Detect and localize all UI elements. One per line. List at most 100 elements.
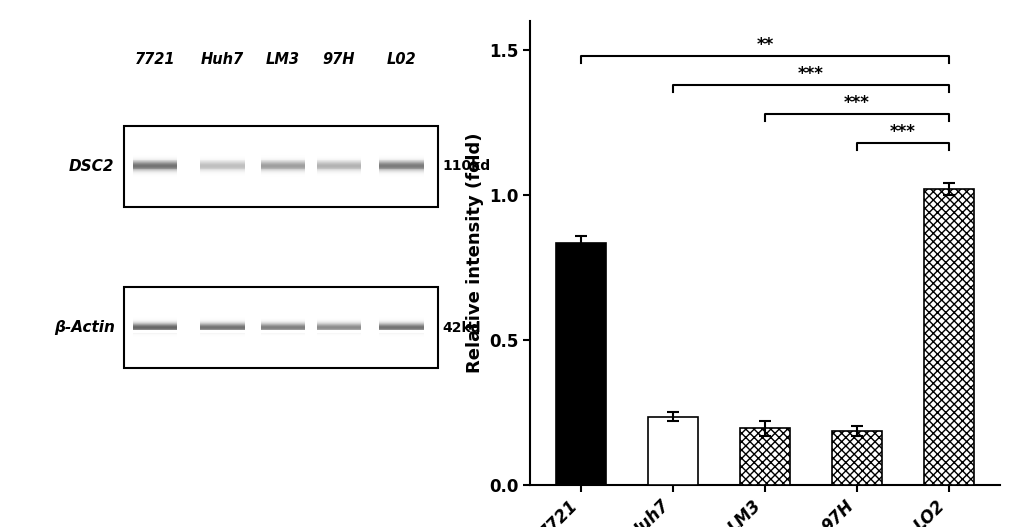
Bar [200, 331, 245, 333]
Text: 7721: 7721 [135, 52, 175, 67]
Bar [260, 165, 305, 166]
Bar [132, 163, 177, 164]
Y-axis label: Relative intensity (fold): Relative intensity (fold) [466, 133, 483, 373]
Bar [316, 162, 361, 163]
Bar [379, 317, 424, 318]
Bar [379, 318, 424, 319]
Bar [200, 325, 245, 326]
Bar [132, 318, 177, 319]
Bar [132, 153, 177, 154]
Bar [200, 170, 245, 171]
Bar [260, 329, 305, 330]
Bar [200, 152, 245, 153]
Bar [379, 324, 424, 325]
Bar [316, 170, 361, 171]
Bar [379, 153, 424, 154]
Bar [200, 159, 245, 160]
Bar [132, 337, 177, 338]
Bar [316, 165, 361, 166]
Bar [379, 155, 424, 156]
Bar [132, 159, 177, 160]
Bar [379, 173, 424, 174]
Bar [260, 330, 305, 331]
Bar [316, 325, 361, 326]
Bar [132, 174, 177, 175]
Bar [200, 336, 245, 337]
Bar [200, 163, 245, 164]
Bar [132, 338, 177, 339]
Bar [200, 167, 245, 168]
Bar [200, 321, 245, 323]
Bar [555, 243, 605, 485]
Bar [132, 334, 177, 335]
Bar [316, 330, 361, 331]
Bar [316, 326, 361, 327]
Bar [379, 325, 424, 326]
Bar [200, 329, 245, 330]
Bar [260, 166, 305, 167]
Bar [260, 164, 305, 165]
Bar [132, 315, 177, 316]
Bar [379, 164, 424, 165]
Bar [132, 167, 177, 168]
Bar [260, 154, 305, 155]
Bar [132, 170, 177, 171]
Bar [132, 155, 177, 156]
Bar [200, 337, 245, 338]
Bar [316, 331, 361, 333]
Bar [200, 324, 245, 325]
Bar [200, 318, 245, 319]
Bar [260, 160, 305, 161]
Bar [316, 316, 361, 317]
Bar [260, 331, 305, 333]
Bar [132, 316, 177, 317]
Bar [260, 174, 305, 175]
Text: β-Actin: β-Actin [54, 320, 114, 335]
Bar [316, 333, 361, 334]
Text: 110kd: 110kd [442, 159, 490, 173]
Bar [923, 189, 973, 485]
Bar [132, 157, 177, 158]
Bar [379, 330, 424, 331]
Bar [316, 337, 361, 338]
Bar [379, 331, 424, 333]
Bar [132, 154, 177, 155]
Bar [316, 334, 361, 335]
Bar [316, 175, 361, 177]
Bar [316, 167, 361, 168]
Bar [316, 336, 361, 337]
Bar [132, 152, 177, 153]
Bar [200, 161, 245, 162]
Bar [379, 171, 424, 172]
Bar [132, 331, 177, 333]
Bar [132, 328, 177, 329]
Bar [260, 177, 305, 178]
Bar [379, 333, 424, 334]
Bar [379, 161, 424, 162]
Bar [379, 175, 424, 177]
Bar [200, 328, 245, 329]
Bar [132, 156, 177, 157]
Bar [200, 157, 245, 158]
Bar [379, 329, 424, 330]
Bar [200, 173, 245, 174]
Bar [739, 428, 790, 485]
Bar [379, 174, 424, 175]
Bar [132, 158, 177, 159]
Bar [260, 323, 305, 324]
Bar [379, 154, 424, 155]
Bar [316, 157, 361, 158]
Bar [200, 334, 245, 335]
Text: L02: L02 [386, 52, 417, 67]
Bar [260, 337, 305, 338]
Bar [260, 162, 305, 163]
Bar [316, 318, 361, 319]
Bar [379, 172, 424, 173]
Bar [379, 316, 424, 317]
Text: ***: *** [844, 94, 869, 112]
Bar [379, 156, 424, 157]
Bar [260, 170, 305, 171]
FancyBboxPatch shape [123, 287, 437, 368]
Bar [379, 336, 424, 337]
Bar [316, 171, 361, 172]
